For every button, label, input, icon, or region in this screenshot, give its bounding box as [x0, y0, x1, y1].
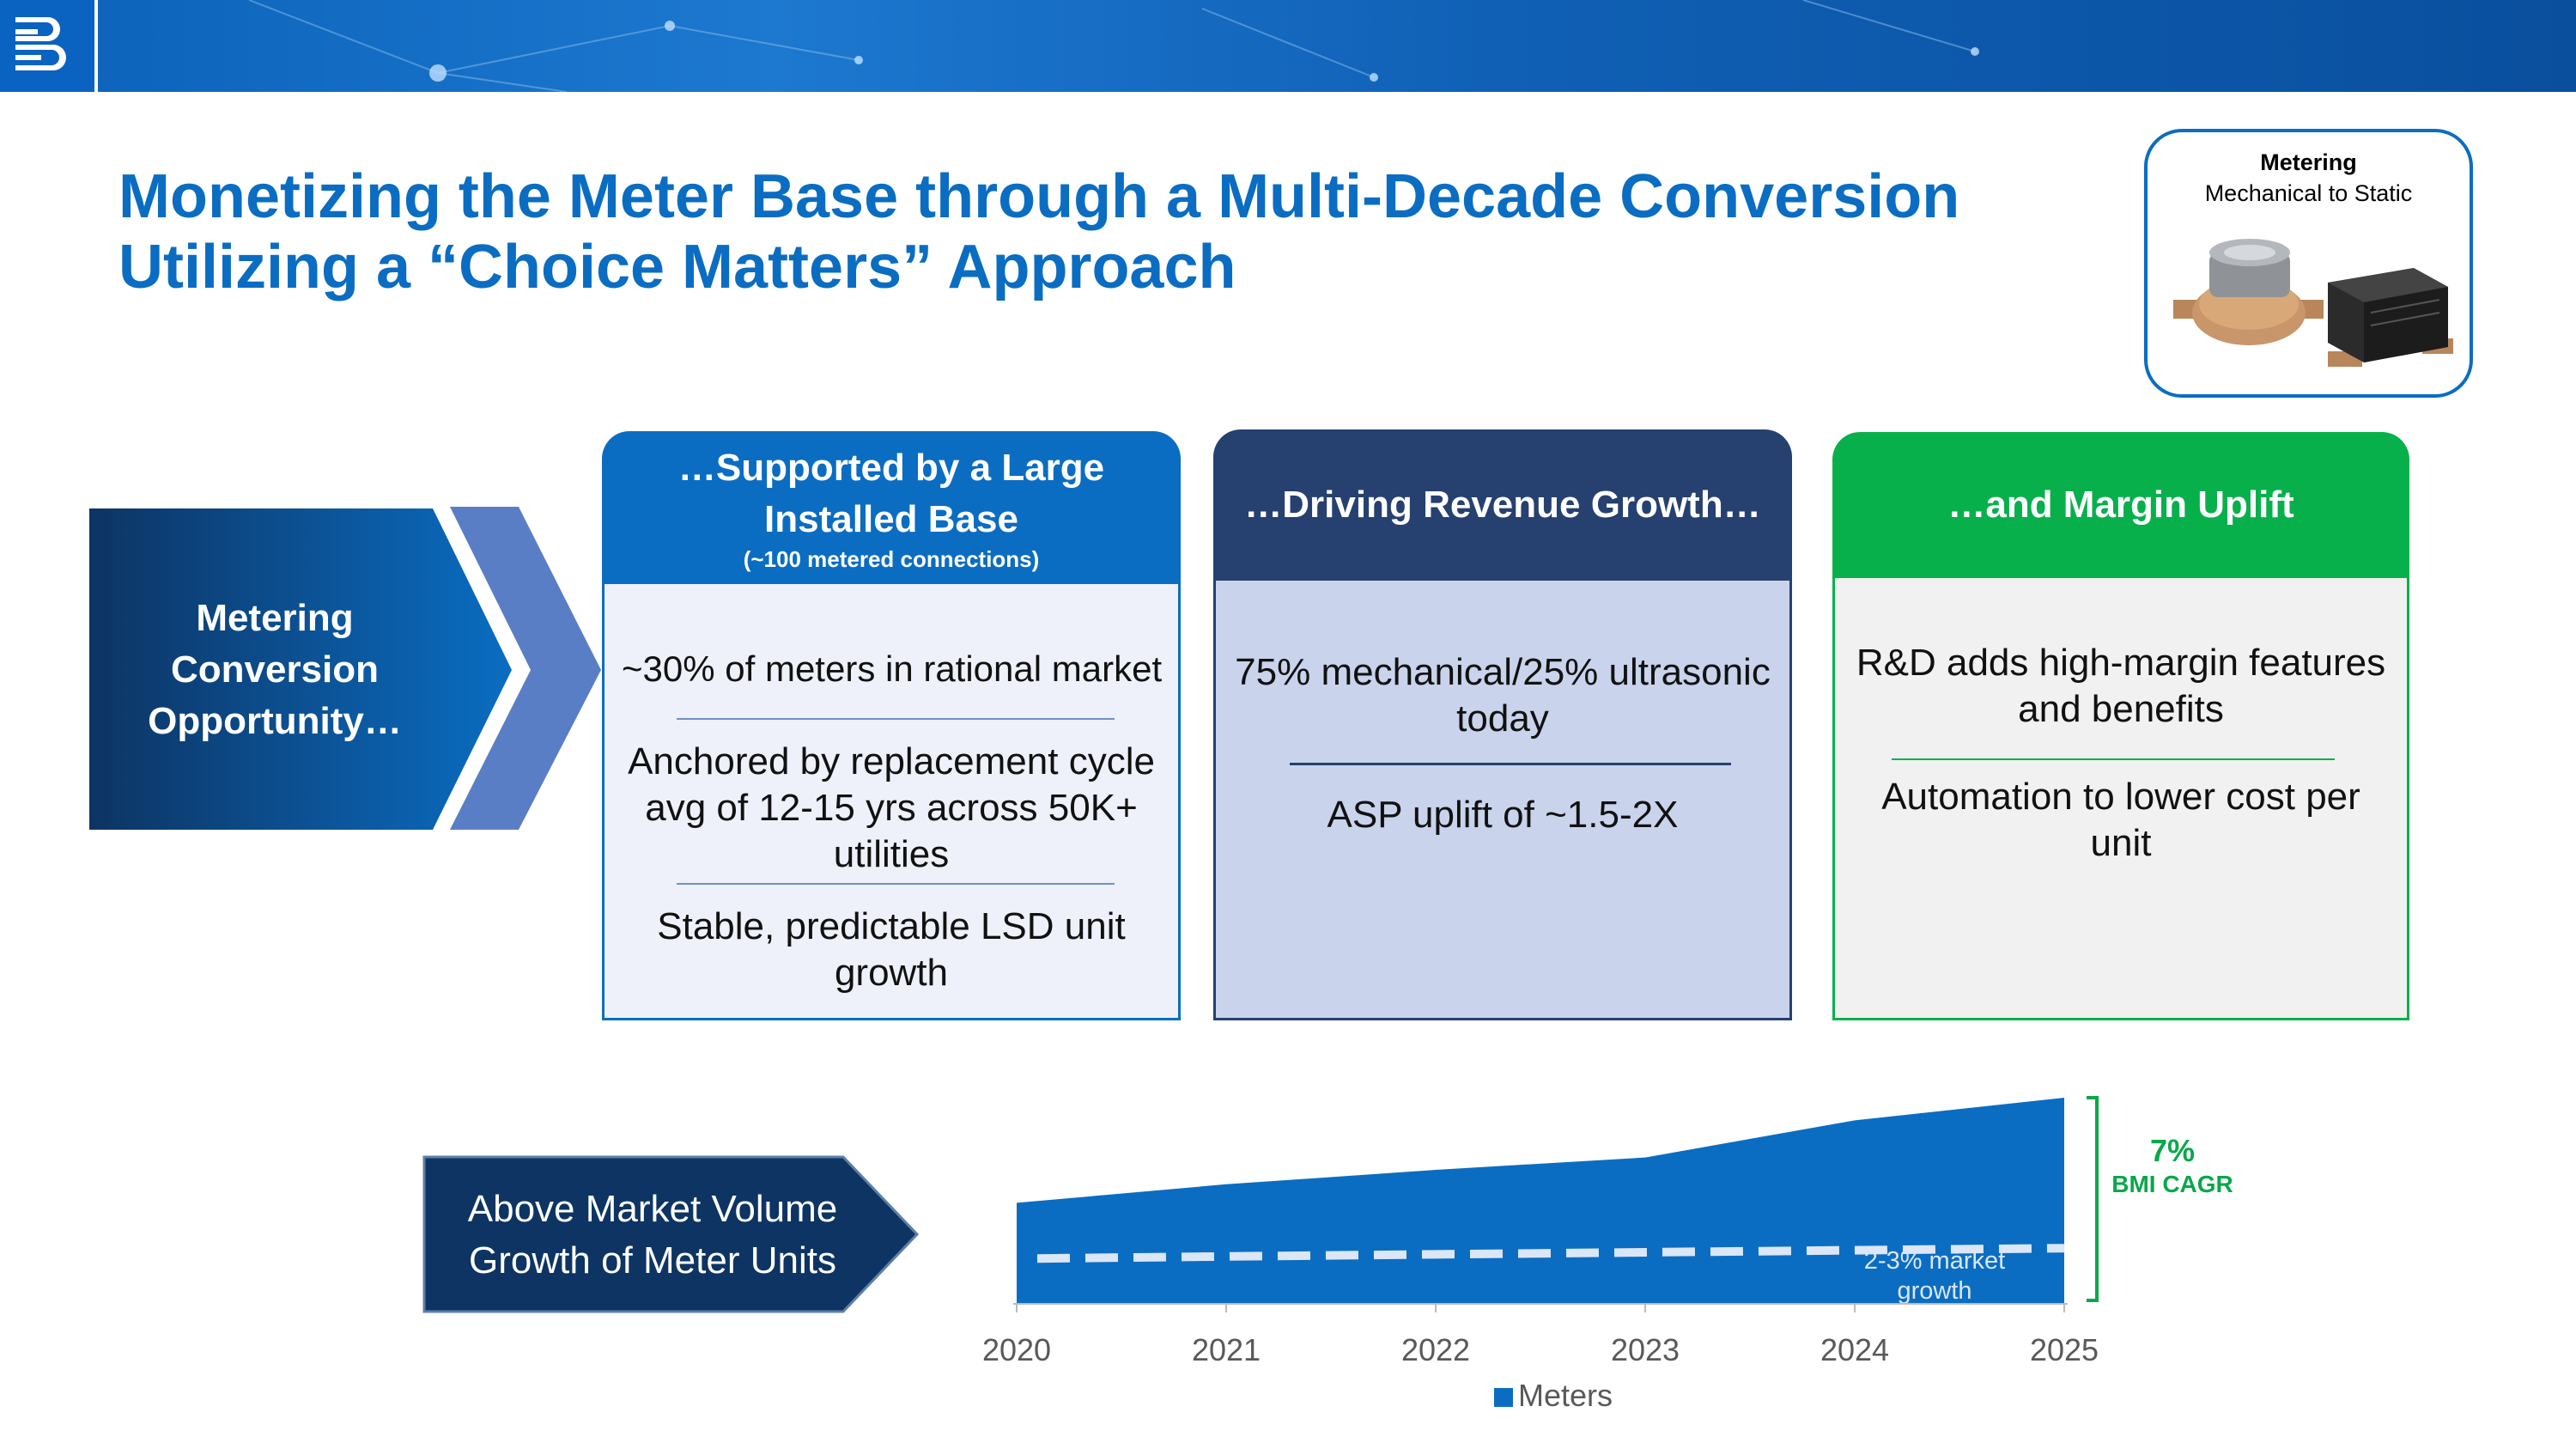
installed-base-card: …Supported by a Large Installed Base (~1…	[602, 431, 1181, 1020]
installed-base-bullet-3: Stable, predictable LSD unit growth	[657, 905, 1126, 994]
installed-base-heading-line-1: …Supported by a Large	[677, 447, 1105, 489]
margin-uplift-card-header: …and Margin Uplift	[1832, 432, 2409, 578]
volume-line-1: Above Market Volume	[467, 1188, 838, 1230]
installed-base-subheading: (~100 metered connections)	[743, 546, 1040, 572]
market-growth-label-line-2: growth	[1897, 1277, 1971, 1305]
metering-inset: Metering Mechanical to Static	[2144, 129, 2473, 398]
title-line-1: Monetizing the Meter Base through a Mult…	[118, 162, 1960, 231]
x-tick-label: 2023	[1611, 1332, 1680, 1367]
header-band	[0, 0, 2576, 92]
page-title: Monetizing the Meter Base through a Mult…	[118, 161, 2162, 302]
revenue-growth-bullet-2: ASP uplift of ~1.5-2X	[1327, 794, 1679, 836]
chevron-line-2: Conversion	[170, 648, 380, 691]
x-tick-label: 2020	[982, 1332, 1051, 1367]
above-market-volume-arrow	[422, 1155, 920, 1313]
cagr-bracket	[2087, 1096, 2099, 1302]
installed-base-card-body: ~30% of meters in rational market Anchor…	[602, 584, 1181, 1020]
volume-line-2: Growth of Meter Units	[469, 1239, 836, 1282]
revenue-growth-card-header: …Driving Revenue Growth…	[1213, 429, 1792, 581]
above-market-volume-label: Above Market Volume Growth of Meter Unit…	[429, 1184, 876, 1287]
chevron-line-1: Metering	[196, 597, 354, 639]
legend-label: Meters	[1518, 1378, 1613, 1413]
x-tick-label: 2024	[1820, 1332, 1889, 1367]
revenue-growth-card-body: 75% mechanical/25% ultrasonic today ASP …	[1213, 581, 1792, 1020]
cagr-annotation: 7% BMI CAGR	[2095, 1132, 2250, 1199]
divider	[1290, 763, 1731, 765]
divider	[1892, 758, 2335, 760]
inset-title: Metering	[2260, 149, 2357, 175]
x-tick-label: 2025	[2030, 1332, 2099, 1367]
divider	[677, 883, 1115, 885]
revenue-growth-card: …Driving Revenue Growth… 75% mechanical/…	[1213, 429, 1792, 1020]
installed-base-bullet-2: Anchored by replacement cycle avg of 12-…	[628, 740, 1155, 875]
x-tick-label: 2021	[1192, 1332, 1261, 1367]
legend-swatch	[1494, 1388, 1513, 1407]
metering-conversion-chevron	[89, 507, 601, 830]
inset-subtitle: Mechanical to Static	[2204, 180, 2413, 206]
installed-base-bullet-1: ~30% of meters in rational market	[622, 648, 1163, 689]
cagr-value: 7%	[2149, 1133, 2196, 1168]
revenue-growth-bullet-1: 75% mechanical/25% ultrasonic today	[1235, 651, 1771, 740]
cagr-label: BMI CAGR	[2111, 1171, 2233, 1197]
water-meters-image-icon	[2173, 239, 2453, 367]
badger-meter-logo-icon	[15, 17, 66, 70]
metering-conversion-label: Metering Conversion Opportunity…	[89, 593, 460, 747]
market-growth-label: 2-3% market	[1864, 1247, 2005, 1275]
margin-uplift-card-body: R&D adds high-margin features and benefi…	[1832, 578, 2409, 1020]
installed-base-card-header: …Supported by a Large Installed Base (~1…	[602, 431, 1181, 584]
margin-uplift-card: …and Margin Uplift R&D adds high-margin …	[1832, 432, 2409, 1020]
x-tick-label: 2022	[1401, 1332, 1470, 1367]
logo[interactable]	[0, 0, 98, 92]
chevron-line-3: Opportunity…	[148, 700, 402, 742]
margin-uplift-bullet-2: Automation to lower cost per unit	[1881, 776, 2360, 864]
installed-base-heading-line-2: Installed Base	[764, 498, 1018, 540]
market-growth-dashed-line	[1036, 1244, 2065, 1263]
divider	[677, 718, 1115, 720]
title-line-2: Utilizing a “Choice Matters” Approach	[118, 233, 1236, 301]
margin-uplift-bullet-1: R&D adds high-margin features and benefi…	[1856, 642, 2386, 730]
network-pattern-icon	[248, 0, 1979, 92]
